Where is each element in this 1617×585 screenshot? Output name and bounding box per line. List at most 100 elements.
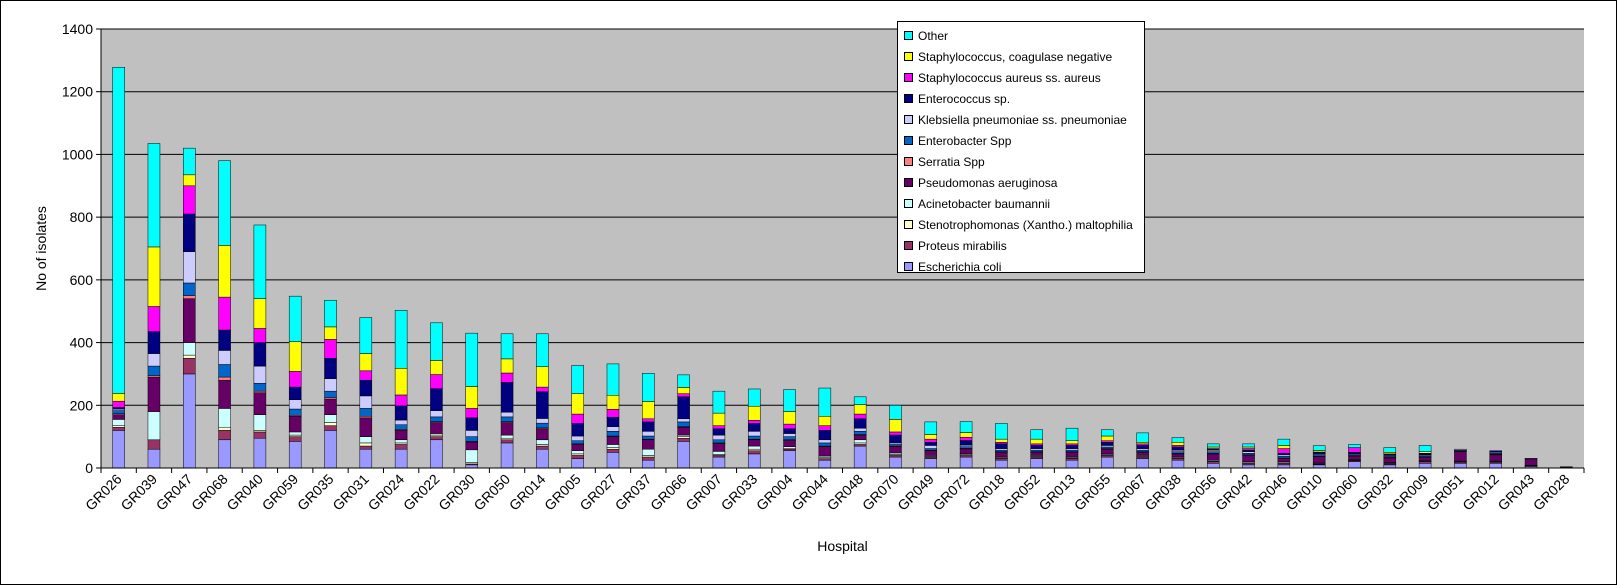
bar-segment xyxy=(112,430,125,469)
bar-segment xyxy=(606,452,620,469)
bar-segment xyxy=(783,450,796,469)
bar-segment xyxy=(288,416,302,433)
bar-segment xyxy=(465,449,478,463)
bar-segment xyxy=(642,421,655,432)
bar-segment xyxy=(1418,463,1432,469)
bar-segment xyxy=(253,414,267,431)
bar-segment xyxy=(677,396,690,420)
bar-stack-gr056 xyxy=(1207,443,1220,469)
bar-stack-gr022 xyxy=(430,322,443,469)
bar-segment xyxy=(253,298,267,329)
x-tick-label: GR014 xyxy=(506,471,549,514)
bar-segment xyxy=(430,374,443,389)
bar-segment xyxy=(359,436,373,444)
bar-segment xyxy=(288,441,302,469)
bar-segment xyxy=(465,386,478,409)
bars xyxy=(112,67,1573,469)
bar-segment xyxy=(924,421,938,435)
bar-segment xyxy=(1101,429,1114,437)
x-tick-label: GR040 xyxy=(223,471,266,514)
x-tick-label: GR042 xyxy=(1212,471,1255,514)
bar-segment xyxy=(1065,452,1079,458)
bar-segment xyxy=(642,431,655,437)
bar-segment xyxy=(1383,447,1397,453)
bar-segment xyxy=(677,437,690,442)
bar-segment xyxy=(571,435,584,441)
legend-label: Stenotrophomonas (Xantho.) maltophilia xyxy=(918,217,1133,232)
bar-segment xyxy=(712,412,726,426)
bar-segment xyxy=(712,443,726,452)
bar-segment xyxy=(889,434,902,444)
x-tick-label: GR046 xyxy=(1247,471,1290,514)
bar-segment xyxy=(571,450,584,455)
bar-segment xyxy=(394,394,408,407)
bar-segment xyxy=(359,370,373,381)
legend-swatch xyxy=(904,31,913,40)
bar-segment xyxy=(747,388,761,407)
legend-swatch xyxy=(904,94,913,103)
bar-segment xyxy=(853,439,867,444)
bar-segment xyxy=(183,185,196,215)
bar-segment xyxy=(995,459,1008,469)
bar-segment xyxy=(712,428,726,436)
bar-segment xyxy=(394,368,408,396)
legend-swatch xyxy=(904,115,913,124)
y-axis-title: No of isolates xyxy=(33,206,49,291)
bar-segment xyxy=(500,439,514,444)
bar-segment xyxy=(147,439,161,450)
bar-segment xyxy=(959,437,973,441)
x-tick-label: GR032 xyxy=(1353,471,1396,514)
bar-segment xyxy=(818,416,832,426)
bar-segment xyxy=(747,405,761,421)
bar-segment xyxy=(218,408,231,428)
bar-stack-gr066 xyxy=(677,374,690,469)
bar-segment xyxy=(288,431,302,436)
bar-segment xyxy=(1030,445,1043,449)
x-tick-label: GR072 xyxy=(930,471,973,514)
bar-segment xyxy=(324,339,337,359)
bar-segment xyxy=(1171,442,1185,446)
bar-stack-gr051 xyxy=(1454,448,1467,469)
bar-segment xyxy=(783,440,796,447)
x-tick-label: GR049 xyxy=(894,471,937,514)
bar-segment xyxy=(218,426,231,431)
bar-segment xyxy=(465,408,478,419)
bar-segment xyxy=(183,213,196,252)
bar-segment xyxy=(183,251,196,284)
bar-segment xyxy=(112,419,125,426)
bar-segment xyxy=(500,434,514,439)
legend-label: Serratia Spp xyxy=(918,154,985,169)
bar-segment xyxy=(712,434,726,441)
bar-segment xyxy=(995,443,1008,449)
bar-segment xyxy=(571,413,584,424)
bar-segment xyxy=(924,442,938,446)
x-tick-label: GR060 xyxy=(1318,471,1361,514)
bar-segment xyxy=(747,431,761,437)
bar-segment xyxy=(853,404,867,415)
bar-segment xyxy=(147,246,161,307)
bar-stack-gr014 xyxy=(536,333,549,469)
bar-segment xyxy=(606,426,620,432)
bar-segment xyxy=(1065,440,1079,445)
legend-swatch xyxy=(904,157,913,166)
x-tick-label: GR026 xyxy=(82,471,125,514)
bar-segment xyxy=(747,453,761,469)
bar-segment xyxy=(959,456,973,469)
bar-segment xyxy=(677,374,690,388)
bar-segment xyxy=(1030,429,1043,440)
legend-swatch xyxy=(904,262,913,271)
bar-segment xyxy=(324,414,337,423)
bar-segment xyxy=(924,438,938,443)
bar-stack-gr035 xyxy=(324,299,337,469)
bar-segment xyxy=(924,458,938,469)
bar-segment xyxy=(536,366,549,388)
bar-segment xyxy=(359,379,373,397)
bar-segment xyxy=(1171,437,1185,443)
x-tick-label: GR035 xyxy=(294,471,337,514)
bar-segment xyxy=(959,432,973,438)
y-tick-label: 0 xyxy=(85,460,93,476)
legend-item: Klebsiella pneumoniae ss. pneumoniae xyxy=(904,109,1144,130)
bar-segment xyxy=(995,438,1008,443)
bar-segment xyxy=(1030,458,1043,469)
